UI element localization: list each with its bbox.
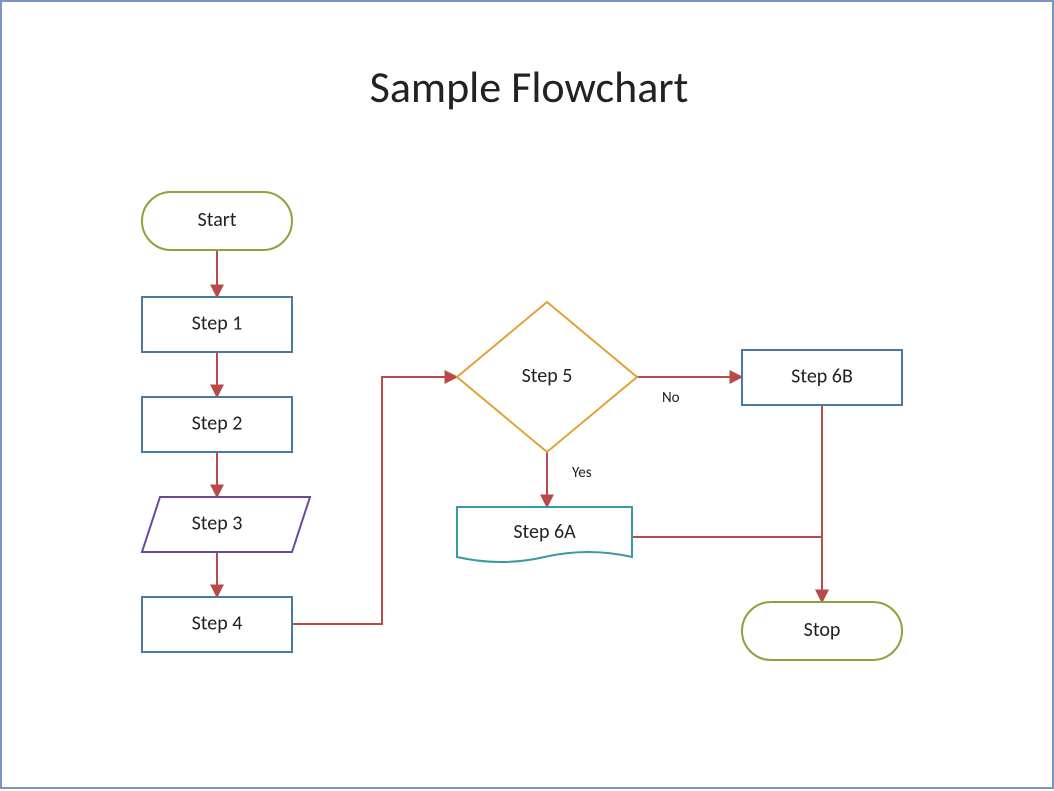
flowchart-frame: Sample Flowchart Yes No Start Step 1 Step 2… [0,0,1054,789]
node-label-step6a: Step 6A [513,520,576,544]
edge-step6a-stop [632,537,822,602]
node-label-step3: Step 3 [192,511,243,535]
node-step3: Step 3 [142,497,310,552]
node-label-step6b: Step 6B [791,364,853,388]
flowchart-canvas: Sample Flowchart Yes No Start Step 1 Step 2… [2,2,1054,791]
node-label-step4: Step 4 [192,611,243,635]
edges-layer: Yes No [217,250,822,624]
edge-label-step5-step6a: Yes [572,464,592,482]
node-start: Start [142,192,292,250]
nodes-layer: Start Step 1 Step 2 Step 3 Step 4 Step 5 Step … [142,192,902,660]
node-stop: Stop [742,602,902,660]
node-step6a: Step 6A [457,507,632,562]
chart-title: Sample Flowchart [370,60,689,114]
node-label-step5: Step 5 [522,364,573,388]
node-step1: Step 1 [142,297,292,352]
edge-label-step5-step6b: No [662,389,680,407]
node-step6b: Step 6B [742,350,902,405]
node-label-step2: Step 2 [192,411,243,435]
edge-step4-step5 [292,377,457,624]
node-label-start: Start [198,208,237,232]
node-step4: Step 4 [142,597,292,652]
node-label-step1: Step 1 [192,311,243,335]
node-label-stop: Stop [804,618,841,642]
node-step2: Step 2 [142,397,292,452]
node-step5: Step 5 [457,302,637,452]
